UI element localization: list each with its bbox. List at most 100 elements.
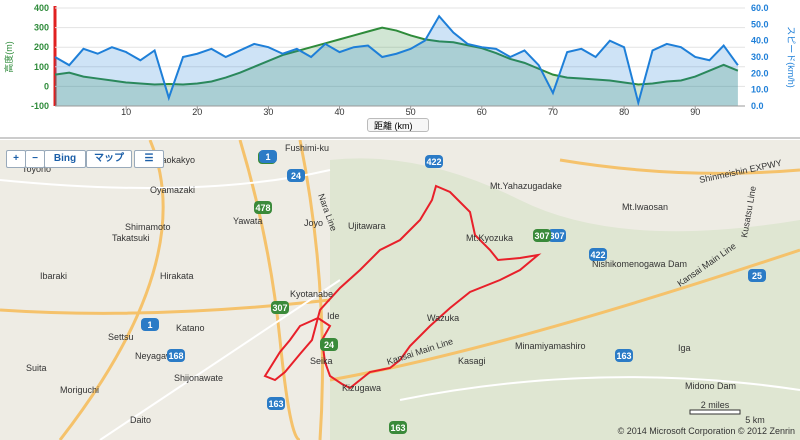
place-label: Kasagi	[458, 356, 486, 366]
place-label: Ide	[327, 311, 340, 321]
road-shield-label: 422	[426, 157, 441, 167]
place-label: Settsu	[108, 332, 134, 342]
place-label: Minamiyamashiro	[515, 341, 586, 351]
place-label: Kizugawa	[342, 383, 381, 393]
place-label: Joyo	[304, 218, 323, 228]
x-axis-selector[interactable]: 距離 (km)	[367, 118, 429, 132]
place-label: Katano	[176, 323, 205, 333]
x-tick-label: 40	[335, 107, 345, 117]
road-shield-label: 1	[147, 320, 152, 330]
series-line	[54, 26, 739, 86]
x-tick-label: 30	[263, 107, 273, 117]
road-shield-label: 478	[255, 203, 270, 213]
place-label: Shijonawate	[174, 373, 223, 383]
map-control[interactable]: Bing	[44, 150, 86, 168]
road-shield	[267, 397, 285, 410]
layers-control[interactable]: ☰	[134, 150, 164, 168]
road-shield-label: 307	[272, 303, 287, 313]
x-tick-label: 70	[548, 107, 558, 117]
y2-tick-label: 60.0	[751, 3, 769, 13]
place-label: Mt.Kyozuka	[466, 233, 513, 243]
y2-tick-label: 0.0	[751, 101, 764, 111]
place-label: Shimamoto	[125, 222, 171, 232]
scale-label: 2 miles	[701, 400, 730, 410]
road-shield	[389, 421, 407, 434]
map-control[interactable]: マップ	[86, 150, 132, 168]
place-label: Mt.Iwaosan	[622, 202, 668, 212]
profile-chart: 高度(m) スピード(km/h) -100 0 100 200 300 400 0.0 10.…	[3, 3, 796, 117]
y2-tick-label: 50.0	[751, 19, 769, 29]
roads	[0, 140, 800, 440]
road-shield-label: 25	[752, 271, 762, 281]
y-tick-label: 200	[34, 42, 49, 52]
y-tick-label: 300	[34, 23, 49, 33]
place-label: Takatsuki	[112, 233, 150, 243]
road-shield-label: 163	[616, 351, 631, 361]
place-label: Nishikomenogawa Dam	[592, 259, 687, 269]
y-tick-label: -100	[31, 101, 49, 111]
place-label: Mt.Yahazugadake	[490, 181, 562, 191]
scale-bar	[689, 409, 741, 415]
road-shield-label: 307	[549, 231, 564, 241]
road-shield-label: 163	[268, 399, 283, 409]
place-label: Wazuka	[427, 313, 459, 323]
x-tick-label: 60	[477, 107, 487, 117]
series-area	[55, 16, 738, 107]
place-label: Ibaraki	[40, 271, 67, 281]
place-label: Toyono	[22, 164, 51, 174]
road-shield	[548, 229, 566, 242]
x-tick-label: 80	[619, 107, 629, 117]
place-label: Seika	[310, 356, 333, 366]
place-label: Iga	[678, 343, 691, 353]
road-shield	[141, 318, 159, 331]
copyright: © 2014 Microsoft Corporation © 2012 Zenr…	[618, 426, 795, 436]
road-shield	[287, 169, 305, 182]
road-shield-label: 307	[534, 231, 549, 241]
place-label: Moriguchi	[60, 385, 99, 395]
series-line	[54, 14, 739, 107]
plot-area	[55, 8, 745, 106]
x-tick-label: 90	[690, 107, 700, 117]
road-shield	[259, 150, 277, 163]
y2-tick-label: 10.0	[751, 85, 769, 95]
road-shield	[615, 349, 633, 362]
divider	[0, 137, 800, 139]
map-control[interactable]: +	[6, 150, 26, 168]
x-tick-label: 10	[121, 107, 131, 117]
y-axis-label: 高度(m)	[3, 41, 14, 73]
road-shield	[320, 338, 338, 351]
place-label: Midono Dam	[685, 381, 736, 391]
scale-label: 5 km	[745, 415, 765, 425]
place-label: Oyamazaki	[150, 185, 195, 195]
road-shield-label: 168	[168, 351, 183, 361]
road-shield	[589, 248, 607, 261]
road-shield-label: 24	[291, 171, 301, 181]
place-label: Neyagawa	[135, 351, 178, 361]
y2-tick-label: 40.0	[751, 36, 769, 46]
y2-tick-label: 20.0	[751, 68, 769, 78]
place-label: Daito	[130, 415, 151, 425]
place-label: Ujitawara	[348, 221, 386, 231]
road-shield-label: 163	[390, 423, 405, 433]
road-shield	[533, 229, 551, 242]
road-shield-label: 24	[324, 340, 334, 350]
y-tick-label: 0	[44, 81, 49, 91]
road-shield	[271, 301, 289, 314]
place-label: Hirakata	[160, 271, 194, 281]
y2-tick-label: 30.0	[751, 52, 769, 62]
road-shield	[167, 349, 185, 362]
map[interactable]: Toyono Nagaokakyo Fushimi-ku Oyamazaki Shima…	[0, 140, 800, 440]
road-shield-label: 1	[265, 152, 270, 162]
place-label: Suita	[26, 363, 47, 373]
y-tick-label: 400	[34, 3, 49, 13]
road-shield-label: 422	[590, 250, 605, 260]
place-label: Fushimi-ku	[285, 143, 329, 153]
x-tick-label: 20	[192, 107, 202, 117]
place-label: Yawata	[233, 216, 262, 226]
map-control[interactable]: −	[25, 150, 45, 168]
y2-axis-label: スピード(km/h)	[786, 26, 796, 88]
route	[263, 184, 542, 390]
road-shield	[425, 155, 443, 168]
terrain	[330, 158, 800, 440]
